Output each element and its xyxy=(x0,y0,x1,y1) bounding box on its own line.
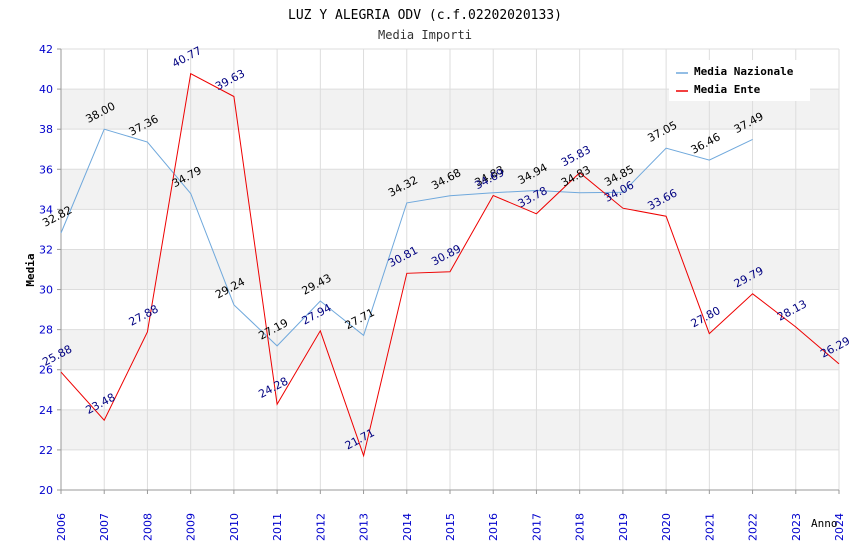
x-tick-label: 2024 xyxy=(833,513,846,541)
x-tick-label: 2019 xyxy=(617,513,630,541)
y-axis-title: Media xyxy=(24,253,37,286)
x-axis-title: Anno xyxy=(811,517,838,530)
series-lines xyxy=(60,72,840,458)
x-tick-label: 2013 xyxy=(358,513,371,541)
x-tick-label: 2017 xyxy=(530,513,543,541)
y-tick-label: 38 xyxy=(39,123,53,136)
y-tick-label: 28 xyxy=(39,324,53,337)
chart-subtitle: Media Importi xyxy=(378,28,472,42)
y-tick-label: 30 xyxy=(39,284,53,297)
x-tick-label: 2018 xyxy=(574,513,587,541)
y-tick-label: 36 xyxy=(39,163,53,176)
legend-label-ente: Media Ente xyxy=(694,83,761,96)
legend: Media Nazionale Media Ente xyxy=(669,60,810,101)
y-tick-label: 40 xyxy=(39,83,53,96)
y-tick-label: 24 xyxy=(39,404,53,417)
y-tick-label: 20 xyxy=(39,484,53,497)
y-tick-label: 32 xyxy=(39,243,53,256)
x-tick-label: 2021 xyxy=(703,513,716,541)
y-tick-label: 22 xyxy=(39,444,53,457)
data-label-ente: 28.13 xyxy=(775,297,809,323)
y-tick-label: 26 xyxy=(39,364,53,377)
series-line-media-nazionale xyxy=(60,128,753,347)
y-tick-label: 34 xyxy=(39,203,53,216)
x-tick-label: 2015 xyxy=(444,513,457,541)
x-tick-label: 2012 xyxy=(314,513,327,541)
data-label-nazionale: 36.46 xyxy=(689,130,723,156)
legend-box xyxy=(669,60,810,101)
chart-title: LUZ Y ALEGRIA ODV (c.f.02202020133) xyxy=(288,8,562,23)
y-tick-label: 42 xyxy=(39,43,53,56)
x-tick-label: 2009 xyxy=(185,513,198,541)
series-line-media-ente xyxy=(60,72,840,458)
x-tick-label: 2008 xyxy=(141,513,154,541)
x-tick-label: 2006 xyxy=(55,513,68,541)
data-label-ente: 27.88 xyxy=(127,302,161,328)
x-tick-label: 2016 xyxy=(487,513,500,541)
x-tick-label: 2023 xyxy=(790,513,803,541)
x-tick-label: 2010 xyxy=(228,513,241,541)
x-tick-label: 2022 xyxy=(747,513,760,541)
x-tick-label: 2011 xyxy=(271,513,284,541)
data-label-ente: 40.77 xyxy=(170,44,204,70)
x-tick-label: 2014 xyxy=(401,513,414,541)
legend-label-nazionale: Media Nazionale xyxy=(694,65,794,78)
x-tick-label: 2020 xyxy=(660,513,673,541)
x-tick-label: 2007 xyxy=(98,513,111,541)
gridlines xyxy=(60,48,840,491)
data-label-nazionale: 27.71 xyxy=(343,306,377,332)
